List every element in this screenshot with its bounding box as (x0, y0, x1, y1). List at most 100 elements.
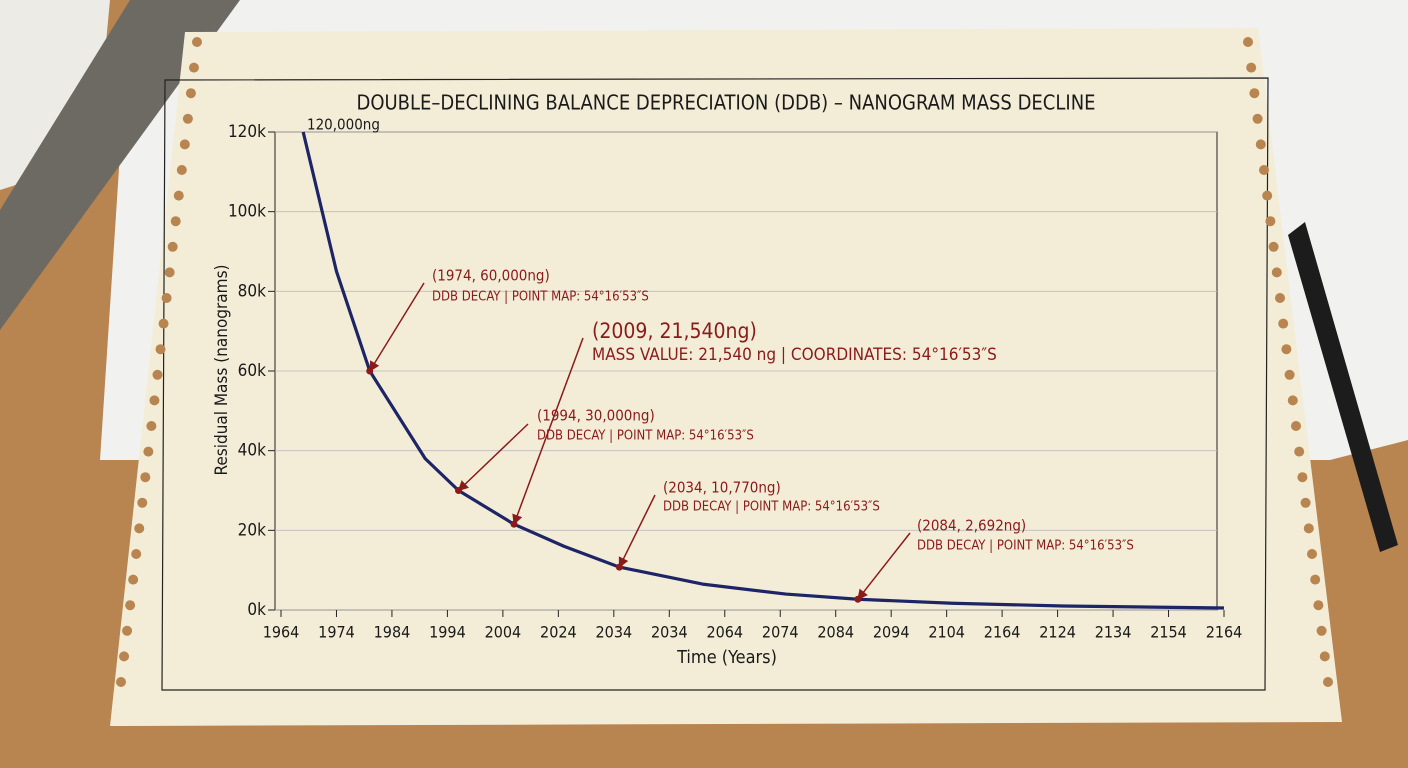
tractor-hole (167, 241, 178, 252)
x-tick-label: 2164 (984, 623, 1021, 642)
tractor-hole (1249, 88, 1260, 99)
tractor-hole (188, 62, 199, 73)
tractor-hole (161, 293, 172, 303)
tractor-hole (1294, 446, 1305, 457)
annotation-title: (2084, 2,692ng) (917, 517, 1026, 535)
x-tick-label: 2134 (1095, 623, 1132, 642)
annotation-title: (2034, 10,770ng) (663, 479, 781, 497)
tractor-hole (158, 318, 169, 329)
x-tick-label: 2164 (1206, 623, 1243, 642)
tractor-hole (1252, 113, 1263, 124)
tractor-hole (119, 651, 130, 662)
x-tick-label: 1994 (429, 623, 466, 642)
x-tick-label: 2024 (540, 623, 577, 642)
x-tick-label: 1984 (374, 623, 411, 642)
tractor-hole (182, 113, 193, 124)
y-tick-label: 120k (228, 122, 266, 142)
tractor-hole (1319, 651, 1330, 662)
tractor-hole (1278, 318, 1289, 329)
tractor-hole (122, 625, 133, 636)
tractor-hole (1243, 37, 1253, 47)
y-tick-label: 100k (228, 202, 266, 222)
annotation-arrow (369, 282, 425, 372)
tractor-hole (1275, 293, 1285, 303)
tractor-hole (116, 677, 126, 687)
x-tick-label: 2074 (762, 623, 799, 642)
paper (110, 28, 1342, 726)
y-axis-title: Residual Mass (nanograms) (212, 264, 232, 475)
tractor-hole (192, 37, 202, 47)
x-tick-label: 2004 (485, 623, 522, 642)
data-point (615, 563, 623, 571)
tractor-hole (1297, 472, 1308, 483)
tractor-hole (1307, 549, 1317, 559)
paper-border (161, 77, 1269, 691)
y-tick-label: 20k (238, 520, 266, 540)
annotation-arrow (618, 494, 656, 569)
tractor-hole (149, 395, 160, 406)
tractor-hole (1291, 421, 1301, 431)
annotation-text: MASS VALUE: 21,540 ng | COORDINATES: 54°… (592, 345, 997, 365)
annotation-title: (1974, 60,000ng) (432, 267, 550, 285)
tractor-hole (1310, 574, 1321, 585)
tractor-hole (143, 446, 154, 457)
tractor-hole (1255, 139, 1266, 150)
tractor-hole (152, 369, 163, 380)
annotation-text: DDB DECAY | POINT MAP: 54°16′53″S (917, 539, 1134, 554)
chart-title: DOUBLE–DECLINING BALANCE DEPRECIATION (D… (356, 91, 1095, 115)
tractor-hole (185, 88, 196, 99)
tractor-hole (1313, 600, 1324, 611)
annotation-title: (1994, 30,000ng) (537, 407, 655, 425)
x-tick-label: 2104 (928, 623, 965, 642)
x-tick-label: 1974 (318, 623, 355, 642)
x-tick-label: 2124 (1039, 623, 1076, 642)
tractor-hole (1259, 165, 1269, 175)
y-tick-label: 60k (238, 361, 266, 381)
data-point (455, 487, 463, 494)
data-point (510, 520, 518, 528)
tractor-hole (155, 344, 166, 355)
tractor-hole (140, 472, 151, 483)
x-tick-label: 2094 (873, 623, 910, 642)
tractor-hole (164, 267, 175, 278)
data-point (366, 367, 374, 375)
start-label: 120,000ng (307, 116, 380, 134)
tractor-hole (1303, 523, 1314, 534)
tractor-hole (170, 216, 181, 227)
tractor-hole (1316, 625, 1327, 636)
annotation-text: DDB DECAY | POINT MAP: 54°16′53″S (537, 429, 754, 444)
pen (1288, 222, 1398, 552)
tractor-hole (1323, 677, 1333, 687)
tractor-hole (173, 190, 184, 201)
annotation-title: (2009, 21,540ng) (592, 319, 757, 343)
tractor-hole (1262, 190, 1273, 201)
tractor-hole (1281, 344, 1292, 355)
tractor-hole (176, 165, 187, 175)
annotation-text: DDB DECAY | POINT MAP: 54°16′53″S (663, 500, 880, 515)
tractor-hole (1246, 62, 1257, 73)
tractor-hole (146, 421, 157, 431)
tractor-hole (1265, 216, 1276, 227)
x-tick-label: 2154 (1150, 623, 1187, 642)
tractor-hole (131, 549, 142, 559)
tractor-hole (134, 523, 145, 534)
annotation-arrow (457, 423, 529, 492)
y-tick-label: 40k (238, 441, 266, 461)
y-tick-label: 0k (247, 600, 266, 620)
tractor-hole (137, 497, 148, 508)
annotation-arrow (857, 532, 911, 601)
annotation-arrow (512, 337, 584, 526)
x-tick-label: 2034 (651, 623, 688, 642)
decay-curve (301, 131, 1225, 610)
tractor-hole (128, 574, 139, 585)
annotation-text: DDB DECAY | POINT MAP: 54°16′53″S (432, 290, 649, 305)
y-tick-label: 80k (238, 281, 266, 301)
tractor-hole (1271, 267, 1282, 278)
tractor-hole (1268, 241, 1279, 252)
x-tick-label: 2034 (596, 623, 633, 642)
x-tick-label: 1964 (263, 623, 300, 642)
data-point (854, 595, 862, 603)
tractor-hole (179, 139, 190, 150)
